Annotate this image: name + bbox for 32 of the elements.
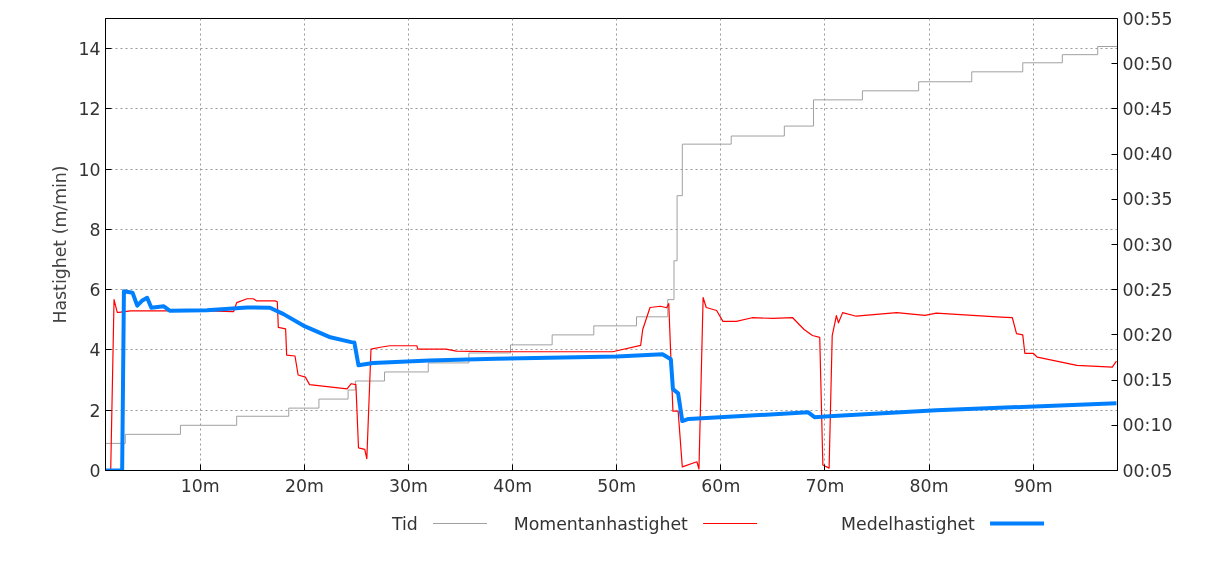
y-tick-label: 2 [89,400,101,421]
x-tick-label: 60m [701,475,741,496]
y2-tick-label: 00:15 [1122,370,1173,391]
y2-tick-label: 00:25 [1122,279,1173,300]
x-tick-label: 10m [180,475,220,496]
x-tick-label: 90m [1013,475,1053,496]
y2-tick-label: 00:45 [1122,98,1173,119]
y-tick-label: 6 [89,280,101,301]
legend-label: Tid [390,513,418,534]
y2-tick-label: 00:40 [1122,144,1173,165]
y-tick-label: 4 [89,340,101,361]
x-tick-label: 50m [597,475,637,496]
y2-tick-label: 00:30 [1122,234,1173,255]
x-tick-label: 30m [389,475,428,496]
x-tick-label: 40m [493,475,533,496]
y-tick-label: 8 [89,219,101,240]
y-axis-title: Hastighet (m/min) [50,165,71,324]
y2-tick-label: 00:55 [1122,8,1173,29]
x-tick-label: 70m [805,475,845,496]
y2-tick-label: 00:10 [1122,415,1173,436]
y-tick-label: 10 [78,159,101,180]
y2-tick-label: 00:50 [1122,53,1173,74]
y2-tick-label: 00:35 [1122,189,1173,210]
legend-label: Medelhastighet [841,513,976,534]
x-tick-label: 20m [284,475,324,496]
x-tick-label: 80m [909,475,949,496]
y-tick-label: 0 [89,461,101,481]
y2-tick-label: 00:20 [1122,324,1173,345]
y-tick-label: 12 [78,99,101,120]
legend-label: Momentanhastighet [513,513,689,534]
y-tick-label: 14 [78,39,101,60]
y2-tick-label: 00:05 [1122,460,1173,481]
